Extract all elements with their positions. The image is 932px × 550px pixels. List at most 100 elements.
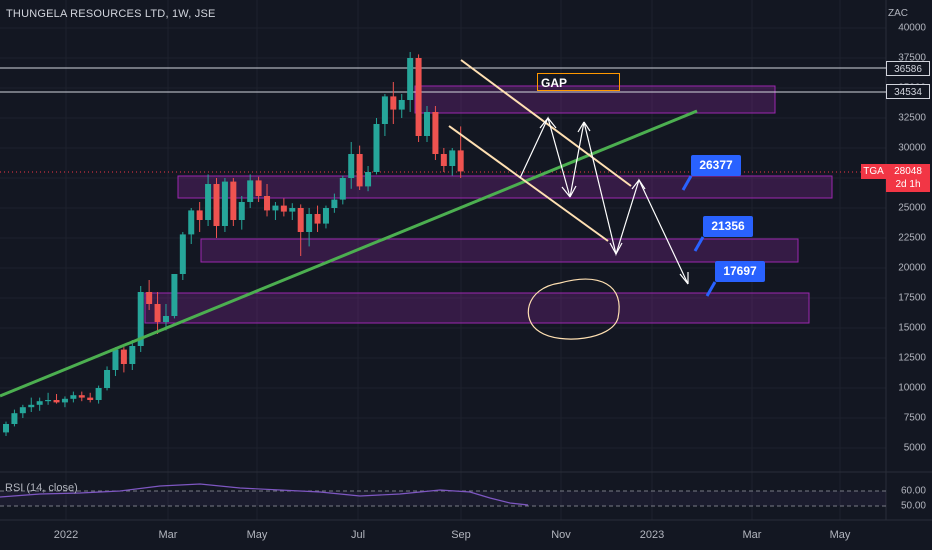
x-tick-label: Mar bbox=[158, 529, 178, 541]
candle-body bbox=[154, 304, 161, 322]
candle-body bbox=[205, 184, 212, 220]
candle-body bbox=[339, 178, 346, 200]
currency-label: ZAC bbox=[888, 8, 908, 19]
lower-line-price: 34534 bbox=[886, 84, 930, 99]
y-tick-label: 20000 bbox=[898, 262, 926, 274]
projection-arrowhead bbox=[631, 179, 640, 190]
candles-group bbox=[3, 52, 464, 436]
candle-body bbox=[137, 292, 144, 346]
last-price-box: 28048 2d 1h bbox=[886, 164, 930, 192]
projection-arrowhead bbox=[679, 273, 689, 285]
candle-body bbox=[280, 205, 287, 212]
projection-arrowhead bbox=[609, 242, 617, 255]
last-price: 28048 bbox=[894, 166, 922, 177]
y-tick-label: 40000 bbox=[898, 22, 926, 34]
candle-body bbox=[19, 407, 26, 414]
x-tick-label: May bbox=[829, 529, 851, 541]
candle-body bbox=[297, 208, 304, 232]
candle-body bbox=[179, 234, 186, 274]
candle-body bbox=[36, 401, 43, 405]
projection-arrowhead bbox=[583, 121, 591, 132]
candle-body bbox=[238, 202, 245, 220]
candle-body bbox=[449, 150, 456, 166]
candle-body bbox=[70, 395, 77, 399]
candle-body bbox=[171, 274, 178, 316]
candle-body bbox=[95, 388, 102, 400]
target-callout-pointer bbox=[693, 236, 705, 252]
x-tick-label: Mar bbox=[742, 529, 762, 541]
y-tick-label: 37500 bbox=[898, 52, 926, 64]
target-callout-2: 21356 bbox=[703, 216, 753, 237]
candle-body bbox=[264, 196, 271, 211]
candle-body bbox=[162, 316, 169, 322]
rsi-band bbox=[0, 491, 886, 506]
projection-arrowhead bbox=[547, 117, 557, 129]
channel-lower-line bbox=[448, 125, 609, 242]
candle-body bbox=[314, 214, 321, 224]
candle-body bbox=[322, 208, 329, 224]
x-tick-label: Nov bbox=[551, 529, 571, 541]
y-tick-label: 22500 bbox=[898, 232, 926, 244]
candle-body bbox=[432, 112, 439, 154]
candle-body bbox=[230, 181, 237, 220]
y-tick-label: 30000 bbox=[898, 142, 926, 154]
candle-body bbox=[196, 210, 203, 220]
candle-body bbox=[104, 370, 111, 388]
candle-body bbox=[365, 172, 372, 187]
y-tick-label: 7500 bbox=[903, 412, 926, 424]
candle-body bbox=[188, 210, 195, 235]
candle-body bbox=[120, 349, 127, 364]
y-tick-label: 25000 bbox=[898, 202, 926, 214]
target-callout-pointer bbox=[705, 281, 717, 297]
candle-body bbox=[255, 180, 262, 196]
y-tick-label: 10000 bbox=[898, 382, 926, 394]
rsi-tick-50: 50.00 bbox=[900, 500, 926, 512]
target-callout-1: 26377 bbox=[691, 155, 741, 176]
candle-body bbox=[221, 181, 228, 226]
gap-label: GAP bbox=[537, 73, 620, 91]
y-tick-label: 15000 bbox=[898, 322, 926, 334]
candle-body bbox=[440, 154, 447, 166]
price-zone bbox=[177, 175, 833, 199]
candle-body bbox=[348, 154, 355, 178]
price-zone bbox=[144, 292, 810, 324]
y-tick-label: 12500 bbox=[898, 352, 926, 364]
candle-body bbox=[146, 292, 153, 304]
candle-body bbox=[78, 395, 85, 398]
price-zone bbox=[200, 238, 799, 263]
target-callout-pointer bbox=[681, 175, 693, 191]
target-callout-3: 17697 bbox=[715, 261, 765, 282]
candle-body bbox=[306, 214, 313, 232]
candle-body bbox=[407, 58, 414, 100]
candle-body bbox=[415, 58, 422, 136]
candle-body bbox=[398, 100, 405, 110]
candle-body bbox=[390, 96, 397, 110]
trend-line bbox=[0, 109, 698, 398]
candle-body bbox=[28, 404, 35, 408]
rsi-label: RSI (14, close) bbox=[5, 482, 78, 494]
rsi-tick-60: 60.00 bbox=[900, 485, 926, 497]
projection-arrowhead bbox=[539, 117, 549, 129]
x-tick-label: Jul bbox=[350, 529, 366, 541]
rsi-line bbox=[0, 483, 529, 506]
upper-line-price: 36586 bbox=[886, 61, 930, 76]
candle-body bbox=[129, 346, 136, 364]
candle-body bbox=[331, 199, 338, 208]
candle-body bbox=[356, 154, 363, 187]
candle-body bbox=[272, 205, 279, 211]
projection-arrowhead bbox=[569, 185, 577, 198]
x-tick-label: 2022 bbox=[53, 529, 79, 541]
candle-body bbox=[112, 349, 119, 370]
candle-body bbox=[53, 400, 60, 403]
candle-body bbox=[289, 208, 296, 212]
candle-body bbox=[45, 400, 52, 402]
candle-body bbox=[373, 124, 380, 172]
circled-area bbox=[527, 278, 620, 340]
y-tick-label: 5000 bbox=[903, 442, 926, 454]
candle-body bbox=[3, 424, 9, 433]
candle-body bbox=[213, 184, 220, 226]
candle-body bbox=[11, 413, 18, 424]
x-tick-label: May bbox=[246, 529, 268, 541]
y-tick-label: 17500 bbox=[898, 292, 926, 304]
